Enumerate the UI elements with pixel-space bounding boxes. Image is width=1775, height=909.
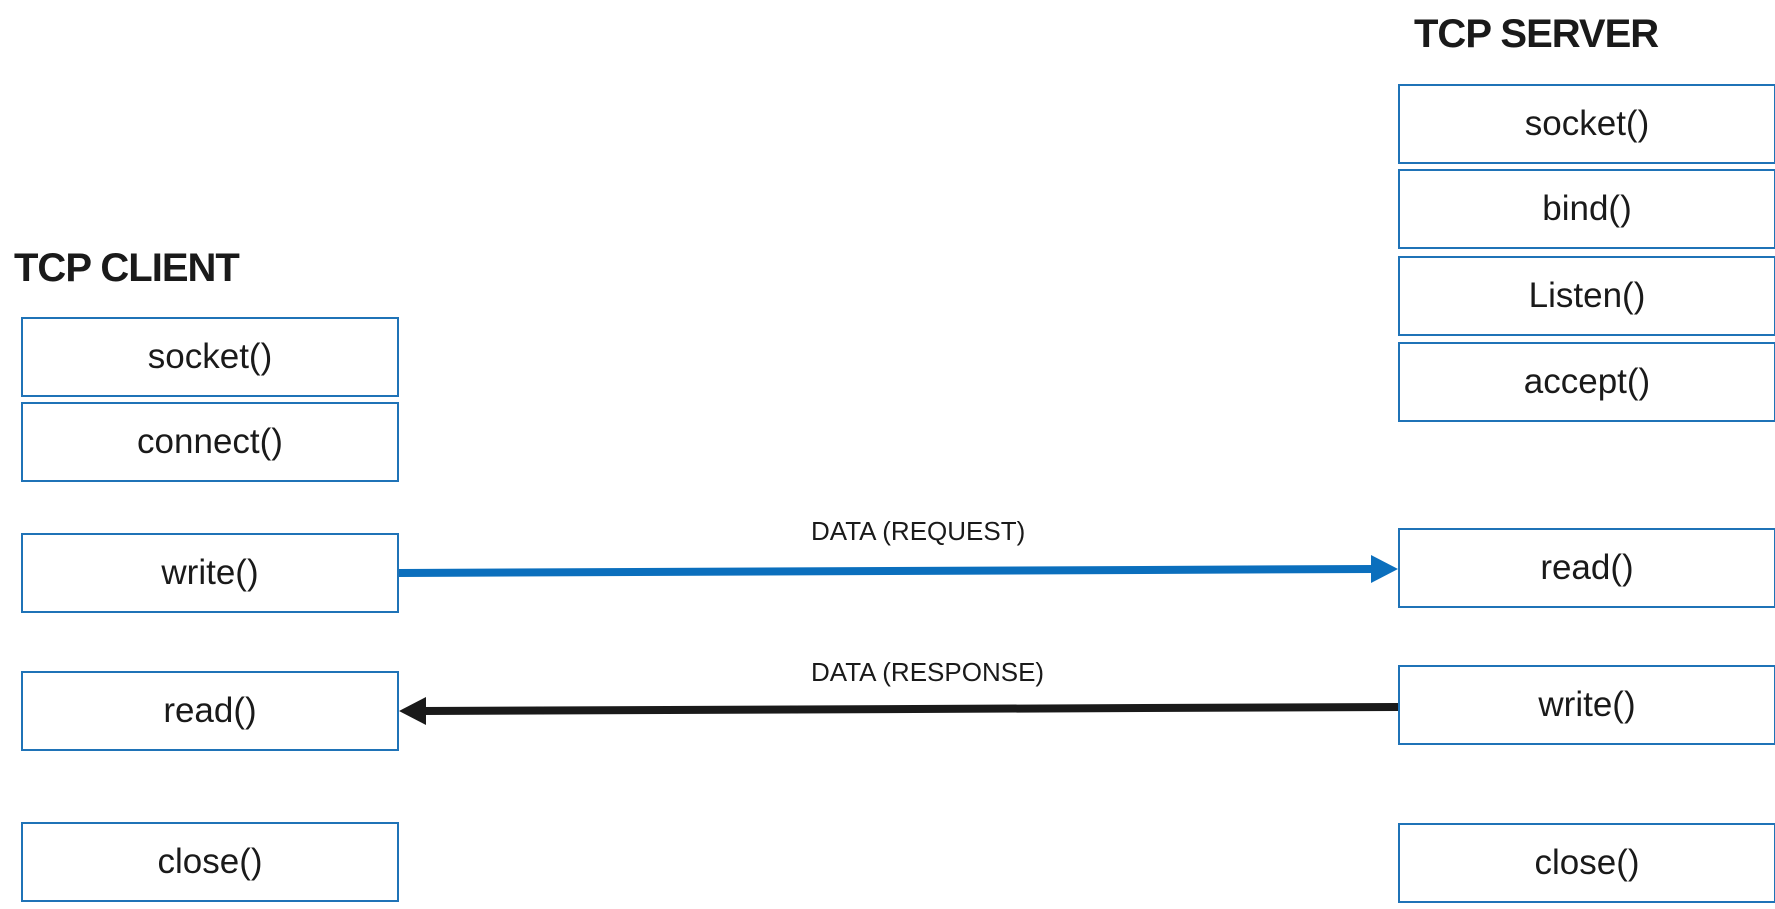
client-write-box: write(): [21, 533, 399, 613]
request-arrow-head: [1371, 555, 1398, 583]
server-write-box: write(): [1398, 665, 1775, 745]
client-socket-box: socket(): [21, 317, 399, 397]
response-arrow: [399, 697, 1399, 725]
server-accept-box: accept(): [1398, 342, 1775, 422]
server-title: TCP SERVER: [1414, 12, 1659, 56]
request-arrow-label: DATA (REQUEST): [811, 516, 1026, 546]
server-close-box: close(): [1398, 823, 1775, 903]
request-arrow-line: [398, 565, 1376, 577]
server-listen-box: Listen(): [1398, 256, 1775, 336]
client-connect-box: connect(): [21, 402, 399, 482]
request-arrow: [398, 555, 1398, 583]
response-arrow-line: [421, 703, 1399, 715]
server-read-box: read(): [1398, 528, 1775, 608]
client-read-box: read(): [21, 671, 399, 751]
response-arrow-head: [399, 697, 426, 725]
server-socket-box: socket(): [1398, 84, 1775, 164]
client-title: TCP CLIENT: [14, 246, 240, 290]
server-bind-box: bind(): [1398, 169, 1775, 249]
response-arrow-label: DATA (RESPONSE): [811, 657, 1045, 687]
client-close-box: close(): [21, 822, 399, 902]
